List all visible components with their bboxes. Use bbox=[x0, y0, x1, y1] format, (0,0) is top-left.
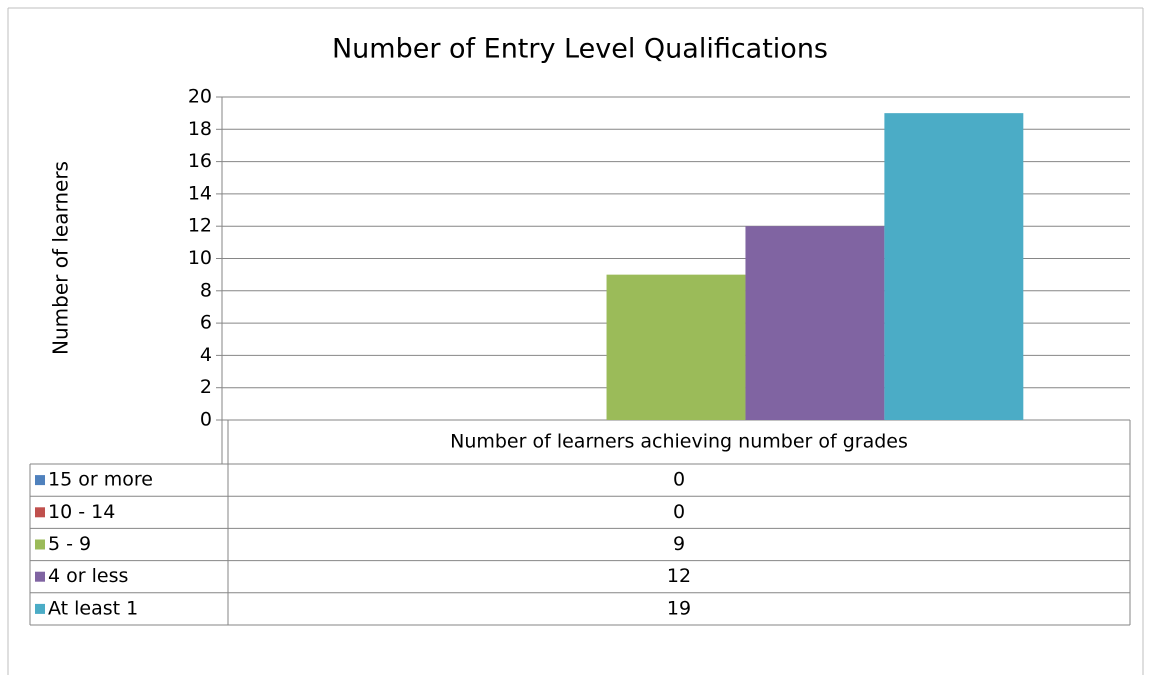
y-tick-label: 18 bbox=[188, 118, 212, 140]
legend-key bbox=[35, 539, 45, 550]
y-tick-label: 14 bbox=[188, 182, 212, 204]
table-value: 0 bbox=[673, 501, 685, 523]
y-tick-label: 12 bbox=[188, 215, 212, 237]
bar bbox=[606, 274, 746, 420]
legend-key bbox=[35, 475, 45, 486]
legend-label: 15 or more bbox=[48, 469, 153, 491]
y-tick-label: 8 bbox=[200, 279, 212, 301]
table-value: 9 bbox=[673, 533, 685, 555]
legend-key bbox=[35, 603, 45, 614]
table-value: 0 bbox=[673, 469, 685, 491]
bar bbox=[745, 226, 885, 420]
y-tick-label: 6 bbox=[200, 312, 212, 334]
y-tick-label: 2 bbox=[200, 376, 212, 398]
legend-key bbox=[35, 571, 45, 582]
chart-title: Number of Entry Level Qualifications bbox=[332, 34, 828, 65]
legend-key bbox=[35, 507, 45, 518]
y-axis-label: Number of learners bbox=[49, 161, 73, 355]
y-tick-label: 4 bbox=[200, 344, 212, 366]
legend-label: At least 1 bbox=[48, 597, 138, 619]
x-tick-label: Number of learners achieving number of g… bbox=[450, 431, 908, 453]
bar bbox=[884, 113, 1024, 421]
legend-label: 10 - 14 bbox=[48, 501, 115, 523]
y-tick-label: 10 bbox=[188, 247, 212, 269]
legend-label: 5 - 9 bbox=[48, 533, 91, 555]
legend-label: 4 or less bbox=[48, 565, 128, 587]
y-tick-label: 20 bbox=[188, 86, 212, 108]
table-value: 12 bbox=[667, 565, 691, 587]
y-tick-label: 0 bbox=[200, 409, 212, 431]
table-value: 19 bbox=[667, 597, 691, 619]
y-tick-label: 16 bbox=[188, 150, 212, 172]
